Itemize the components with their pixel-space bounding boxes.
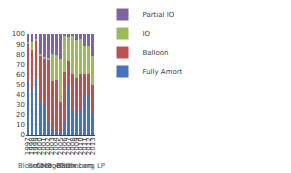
svg-text:2002: 2002 [44, 137, 52, 155]
svg-text:Balloon: Balloon [143, 49, 169, 57]
svg-text:1999: 1999 [32, 137, 40, 155]
svg-text:Partial IO: Partial IO [143, 11, 175, 19]
svg-text:10: 10 [16, 121, 25, 129]
svg-text:50: 50 [16, 81, 25, 89]
svg-text:2012: 2012 [85, 137, 93, 155]
svg-text:80: 80 [16, 51, 25, 59]
svg-text:70: 70 [16, 61, 25, 69]
svg-text:2001: 2001 [40, 137, 48, 155]
svg-text:Fully Amort: Fully Amort [143, 68, 183, 76]
svg-text:CMB <GO>: CMB <GO> [36, 162, 77, 170]
svg-text:0: 0 [21, 131, 25, 139]
svg-text:2007: 2007 [65, 137, 73, 155]
svg-text:IO: IO [143, 30, 151, 38]
svg-text:2003: 2003 [48, 137, 56, 155]
svg-text:2005: 2005 [57, 137, 65, 155]
svg-text:20: 20 [16, 111, 25, 119]
svg-text:1997: 1997 [24, 137, 32, 155]
svg-text:BloombergBriefs.com: BloombergBriefs.com [18, 162, 93, 170]
svg-text:2010: 2010 [77, 137, 85, 155]
svg-text:30: 30 [16, 101, 25, 109]
svg-text:40: 40 [16, 91, 25, 99]
svg-text:Source: Bloomberg LP: Source: Bloomberg LP [28, 162, 105, 170]
svg-text:2013: 2013 [89, 137, 97, 155]
svg-text:2008: 2008 [69, 137, 77, 155]
svg-text:1998: 1998 [28, 137, 36, 155]
svg-text:2011: 2011 [81, 137, 89, 155]
svg-text:2000: 2000 [36, 137, 44, 155]
svg-text:2004: 2004 [52, 137, 60, 155]
svg-text:90: 90 [16, 41, 25, 49]
svg-text:60: 60 [16, 71, 25, 79]
svg-text:2006: 2006 [61, 137, 69, 155]
svg-text:100: 100 [12, 30, 25, 38]
svg-text:2009: 2009 [73, 137, 81, 155]
